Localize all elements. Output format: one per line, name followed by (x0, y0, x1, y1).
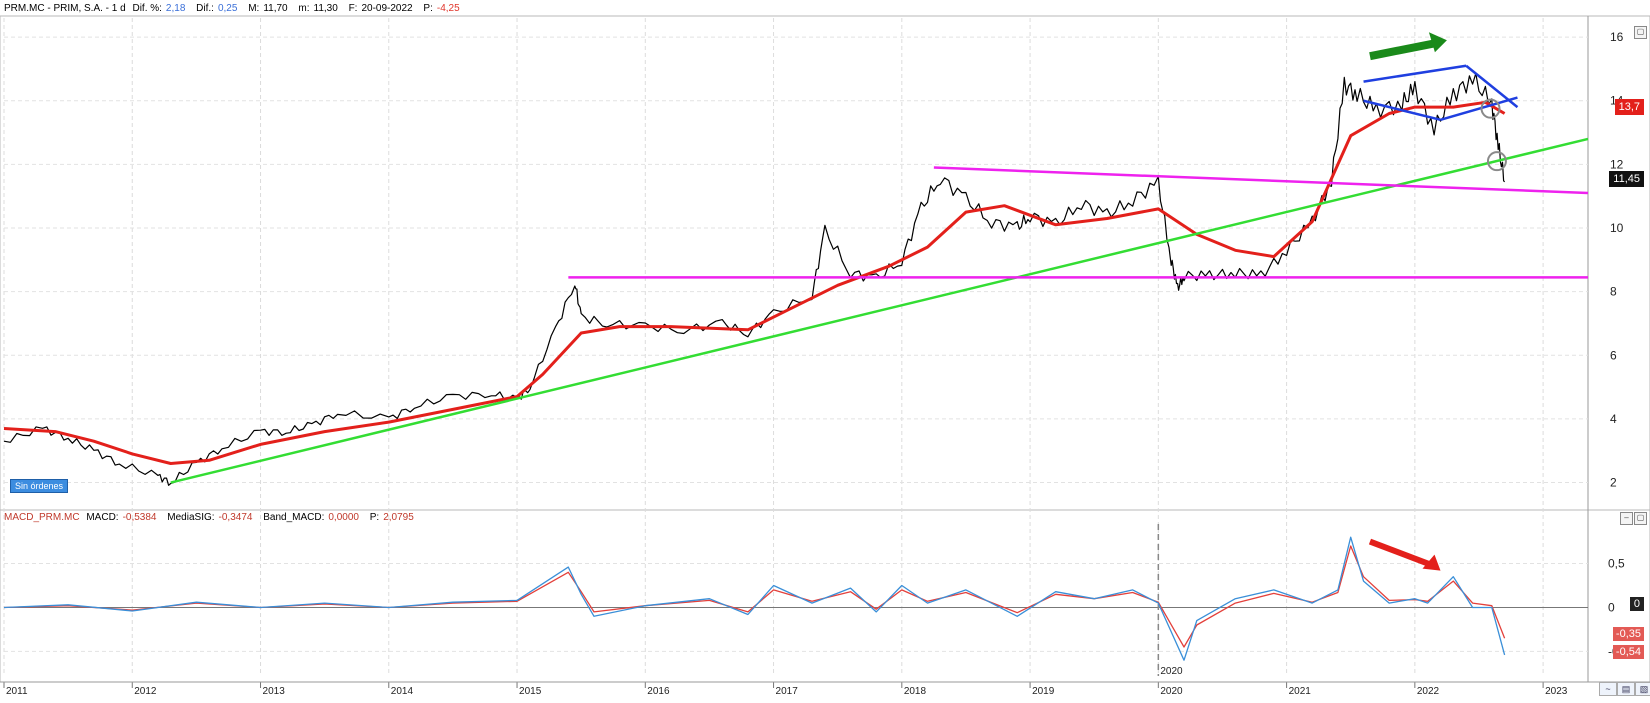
resistance-line (933, 166, 1589, 195)
y-tick-label: 16 (1610, 30, 1624, 44)
x-tick-label: 2013 (263, 686, 286, 697)
save-icon[interactable]: ▤ (1617, 682, 1635, 696)
macd-item-1: MediaSIG: -0,3474 (167, 512, 253, 523)
x-tick-label: 2011 (6, 686, 28, 697)
x-tick-label: 2017 (776, 686, 799, 697)
header-item-3: m: 11,30 (298, 3, 338, 14)
macd-line (3, 536, 1506, 661)
header-item-5: P: -4,25 (423, 3, 460, 14)
y-tick-label: 6 (1610, 348, 1617, 362)
y-tick-label: 10 (1610, 221, 1624, 235)
macd-tick-label: 0 (1608, 600, 1615, 614)
pattern-line (1363, 64, 1467, 83)
macd-signal-tag: -0,35 (1612, 627, 1644, 641)
macd-item-0: MACD: -0,5384 (86, 512, 157, 523)
macd-item-2: Band_MACD: 0,0000 (263, 512, 359, 523)
header-item-2: M: 11,70 (248, 3, 288, 14)
orders-status-badge[interactable]: Sin órdenes (10, 479, 69, 493)
macd-date-label: 2020 (1160, 666, 1183, 677)
y-tick-label: 12 (1610, 157, 1624, 171)
highlight-circle (1486, 151, 1507, 172)
x-tick-label: 2014 (391, 686, 414, 697)
y-tick-label: 2 (1610, 476, 1617, 490)
moving-average-line (3, 100, 1506, 465)
macd-tick-label: 0,5 (1608, 557, 1625, 571)
support-trendline (170, 137, 1589, 484)
x-tick-label: 2023 (1545, 686, 1568, 697)
red-trend-arrow (1368, 538, 1432, 568)
macd-name-label: MACD_PRM.MC (4, 512, 80, 523)
upper-price-tag: 13,7 (1614, 99, 1644, 115)
x-tick-label: 2021 (1289, 686, 1312, 697)
macd-zero-tag: 0 (1629, 597, 1644, 611)
pattern-line (1363, 99, 1441, 122)
x-tick-label: 2016 (647, 686, 670, 697)
symbol-label: PRM.MC - PRIM, S.A. - 1 d (4, 3, 126, 14)
price-panel-header: PRM.MC - PRIM, S.A. - 1 d Dif. %: 2,18 Di… (4, 2, 468, 16)
macd-item-3: P: 2,0795 (369, 512, 414, 523)
chart-type-icon[interactable]: ~ (1599, 682, 1617, 696)
macd-panel-frame (0, 509, 1650, 683)
last-price-tag: 11,45 (1609, 171, 1644, 187)
header-item-4: F: 20-09-2022 (348, 3, 413, 14)
y-tick-label: 8 (1610, 285, 1617, 299)
panel-options-icon[interactable]: ▢ (1634, 26, 1647, 39)
print-icon[interactable]: ▧ (1635, 682, 1650, 696)
macd-panel-header: MACD_PRM.MC MACD: -0,5384 MediaSIG: -0,347… (4, 511, 422, 525)
x-tick-label: 2012 (134, 686, 157, 697)
x-tick-label: 2019 (1032, 686, 1055, 697)
header-item-1: Dif.: 0,25 (196, 3, 238, 14)
header-item-0: Dif. %: 2,18 (132, 3, 186, 14)
red-arrow-head (1422, 554, 1441, 571)
green-trend-arrow (1369, 39, 1436, 61)
x-tick-label: 2018 (904, 686, 927, 697)
price-panel-frame (0, 15, 1650, 511)
x-tick-label: 2022 (1417, 686, 1440, 697)
green-arrow-head (1428, 32, 1447, 53)
price-series-line (3, 72, 1506, 486)
macd-minimize-icon[interactable]: – (1620, 512, 1633, 525)
x-tick-label: 2015 (519, 686, 542, 697)
macd-maximize-icon[interactable]: ▢ (1634, 512, 1647, 525)
y-tick-label: 4 (1610, 412, 1617, 426)
pattern-line (1440, 96, 1518, 122)
macd-value-tag: -0,54 (1612, 645, 1644, 659)
x-tick-label: 2020 (1160, 686, 1183, 697)
highlight-circle (1480, 98, 1501, 119)
